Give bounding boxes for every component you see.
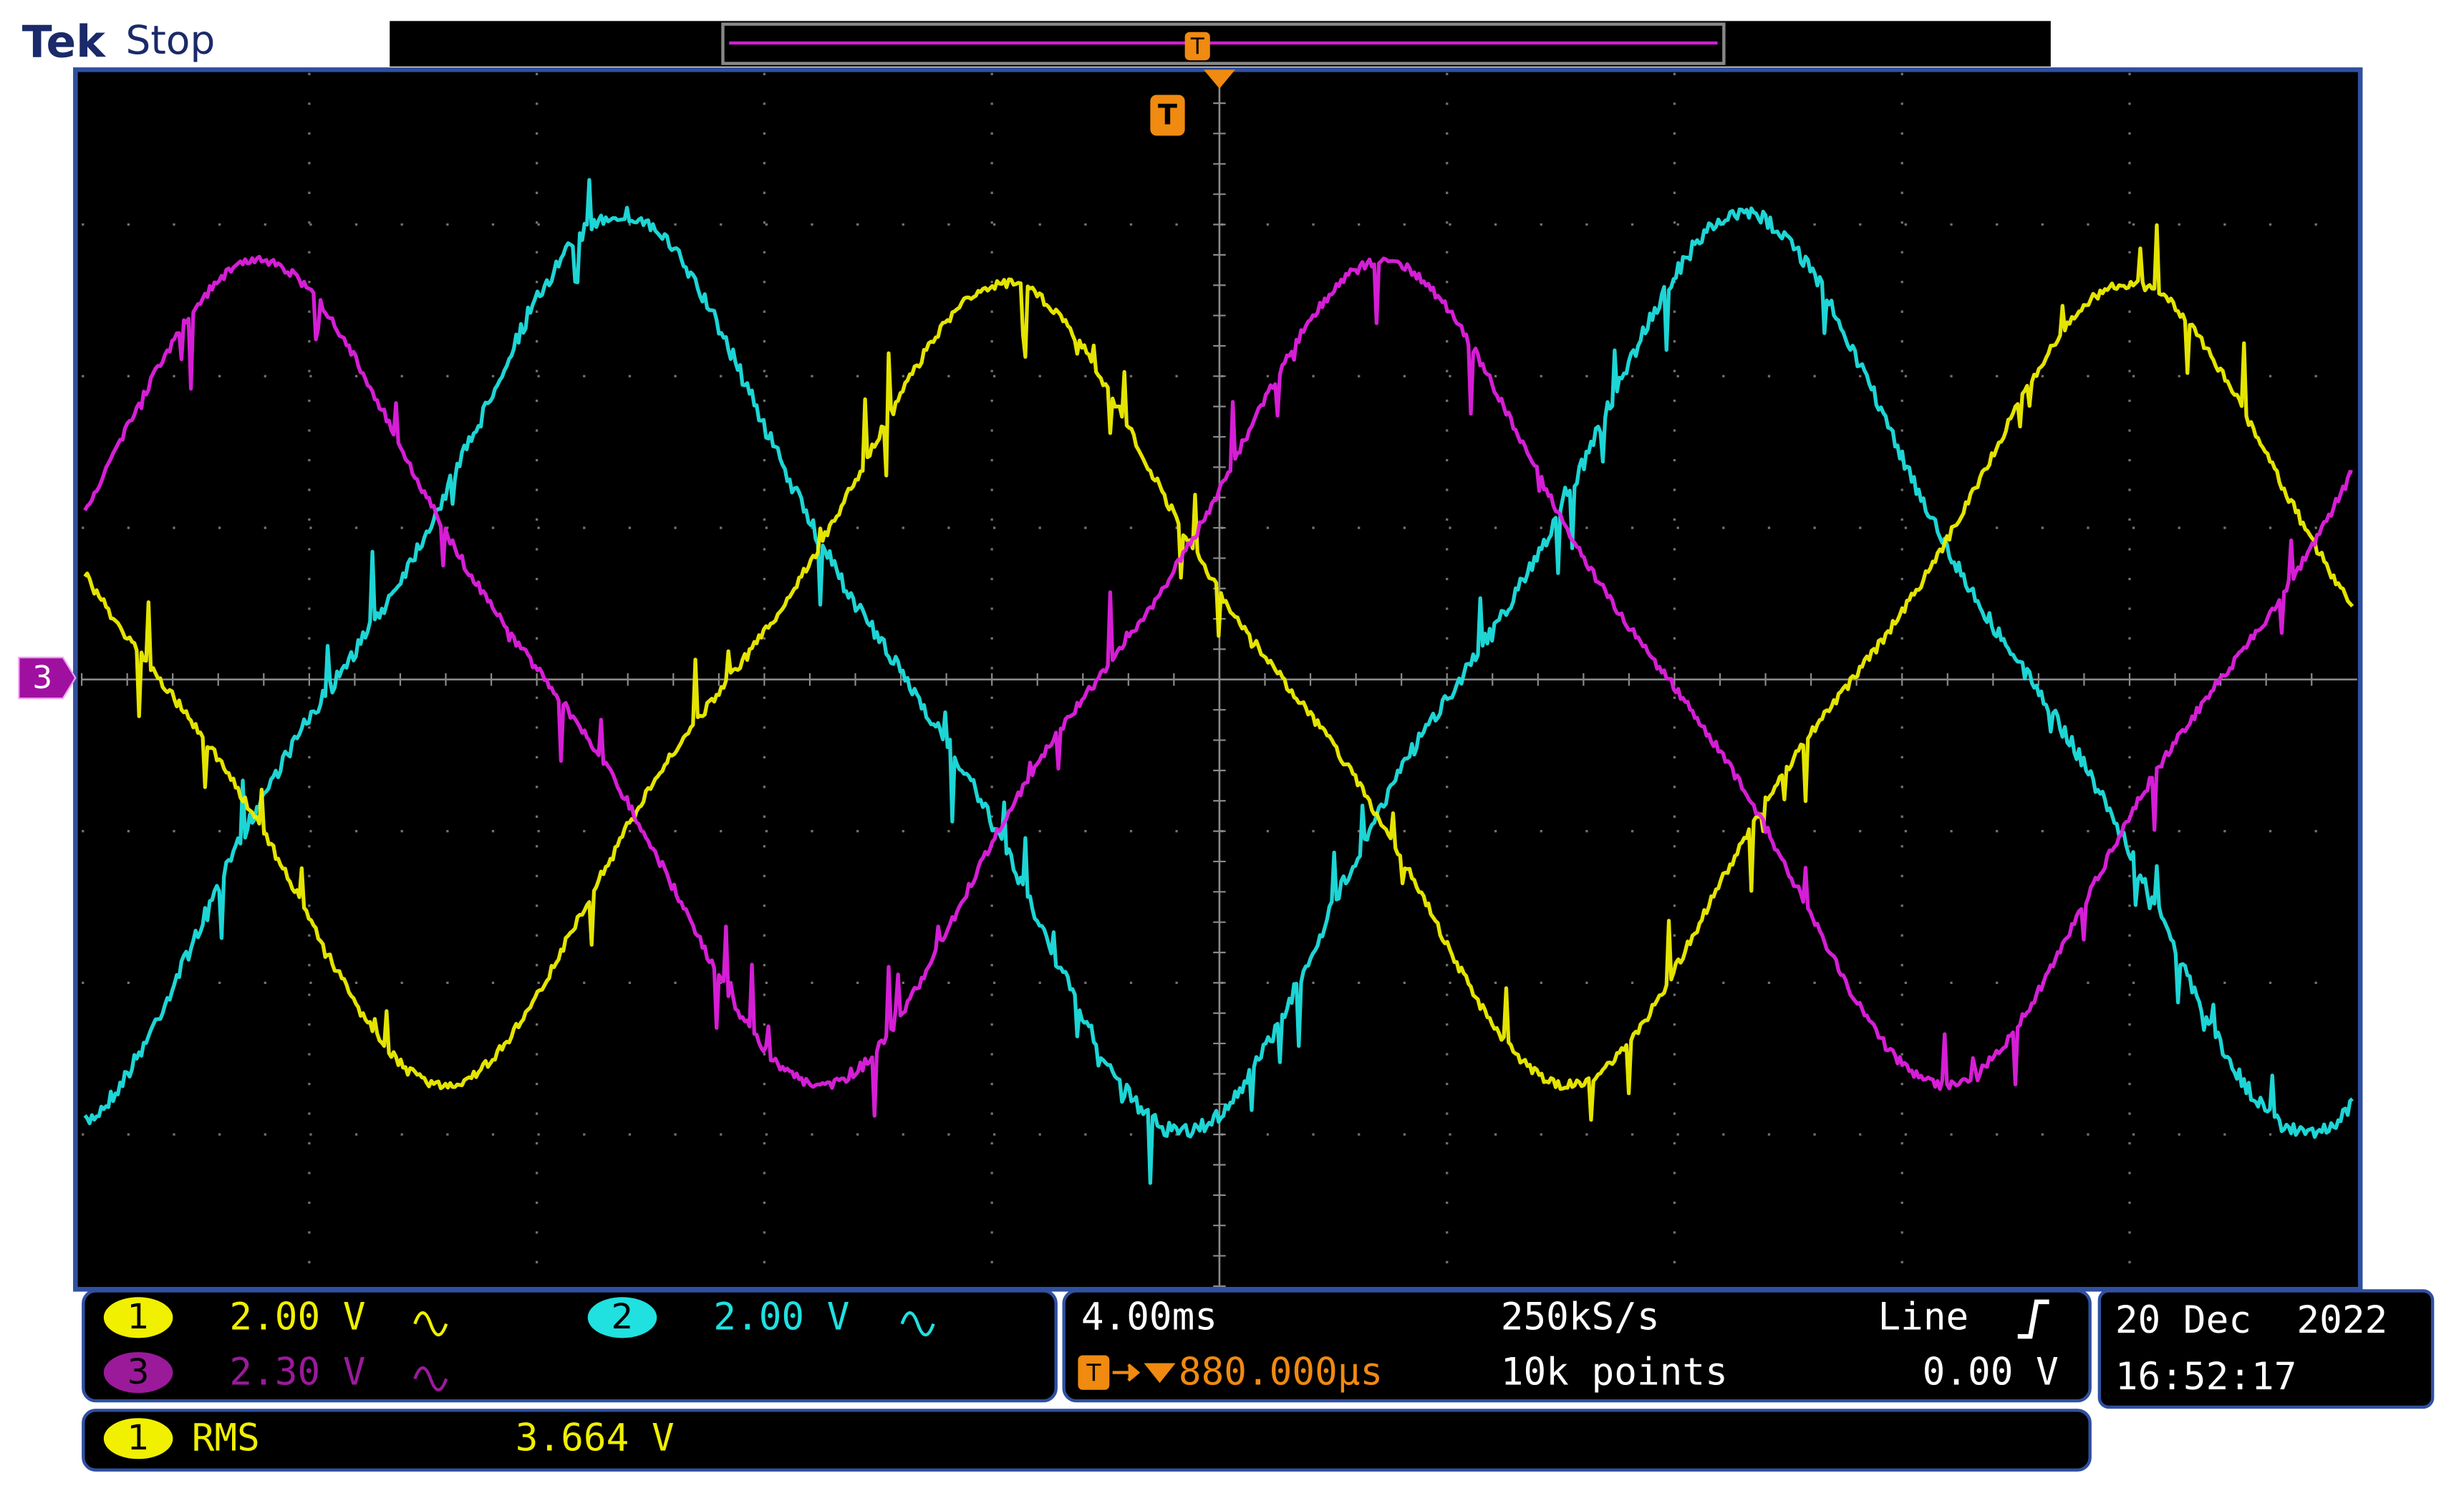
- ch1-coupling: [413, 1311, 448, 1337]
- ch3-badge: [103, 1352, 173, 1394]
- ch2-number: 2: [612, 1297, 634, 1337]
- ch2-scale: 2.00 V: [713, 1295, 849, 1339]
- status: Stop: [126, 17, 216, 63]
- trigger-badge: [1150, 95, 1185, 136]
- record-length: 10k points: [1501, 1350, 1728, 1394]
- trigger-slope: [2017, 1299, 2049, 1339]
- graticule: [81, 72, 2357, 1288]
- date: 20 Dec 2022: [2115, 1298, 2387, 1342]
- channel-panel: [82, 1289, 1058, 1403]
- meas-badge: [103, 1418, 173, 1459]
- ch2-coupling: [900, 1311, 935, 1337]
- ch1-trace: [83, 223, 2354, 1122]
- trigger-pos-icon: T: [1086, 1359, 1101, 1386]
- measurement-panel: [82, 1409, 2092, 1472]
- ch3-ground-marker: [18, 657, 77, 700]
- trigger-pos-badge: [1078, 1355, 1110, 1390]
- ch3-scale: 2.30 V: [229, 1350, 365, 1394]
- ch3-number: 3: [127, 1352, 150, 1392]
- clock-panel: [2097, 1289, 2435, 1409]
- trigger-position: 880.000µs: [1179, 1350, 1383, 1394]
- ch1-number: 1: [127, 1297, 150, 1337]
- brand: Tek: [22, 16, 107, 67]
- ch3-trace: [83, 254, 2353, 1118]
- ch2-trace: [83, 178, 2354, 1185]
- meas-name: RMS: [192, 1417, 260, 1460]
- ch3-ground-label: 3: [32, 660, 52, 696]
- sample-rate: 250kS/s: [1501, 1295, 1660, 1339]
- ch1-scale: 2.00 V: [229, 1295, 365, 1339]
- time-scale: 4.00ms: [1081, 1295, 1217, 1339]
- time: 16:52:17: [2115, 1355, 2297, 1399]
- trigger-position-arrow: [1203, 69, 1235, 89]
- trigger-source: Line: [1878, 1295, 1968, 1339]
- ch2-badge: [587, 1297, 657, 1338]
- trigger-marker: T: [1158, 99, 1177, 132]
- trigger-level: 0.00 V: [1923, 1350, 2059, 1394]
- record-trigger-badge: [1184, 32, 1210, 61]
- record-window: [721, 22, 1726, 65]
- trigger-pos-arrow: [1112, 1363, 1176, 1384]
- record-trigger: T: [1190, 34, 1204, 59]
- waveforms: [83, 178, 2354, 1185]
- meas-channel: 1: [127, 1418, 150, 1458]
- meas-value: 3.664 V: [516, 1417, 675, 1460]
- ch1-badge: [103, 1297, 173, 1338]
- timebase-panel: [1062, 1289, 2092, 1403]
- ch3-coupling: [413, 1366, 448, 1391]
